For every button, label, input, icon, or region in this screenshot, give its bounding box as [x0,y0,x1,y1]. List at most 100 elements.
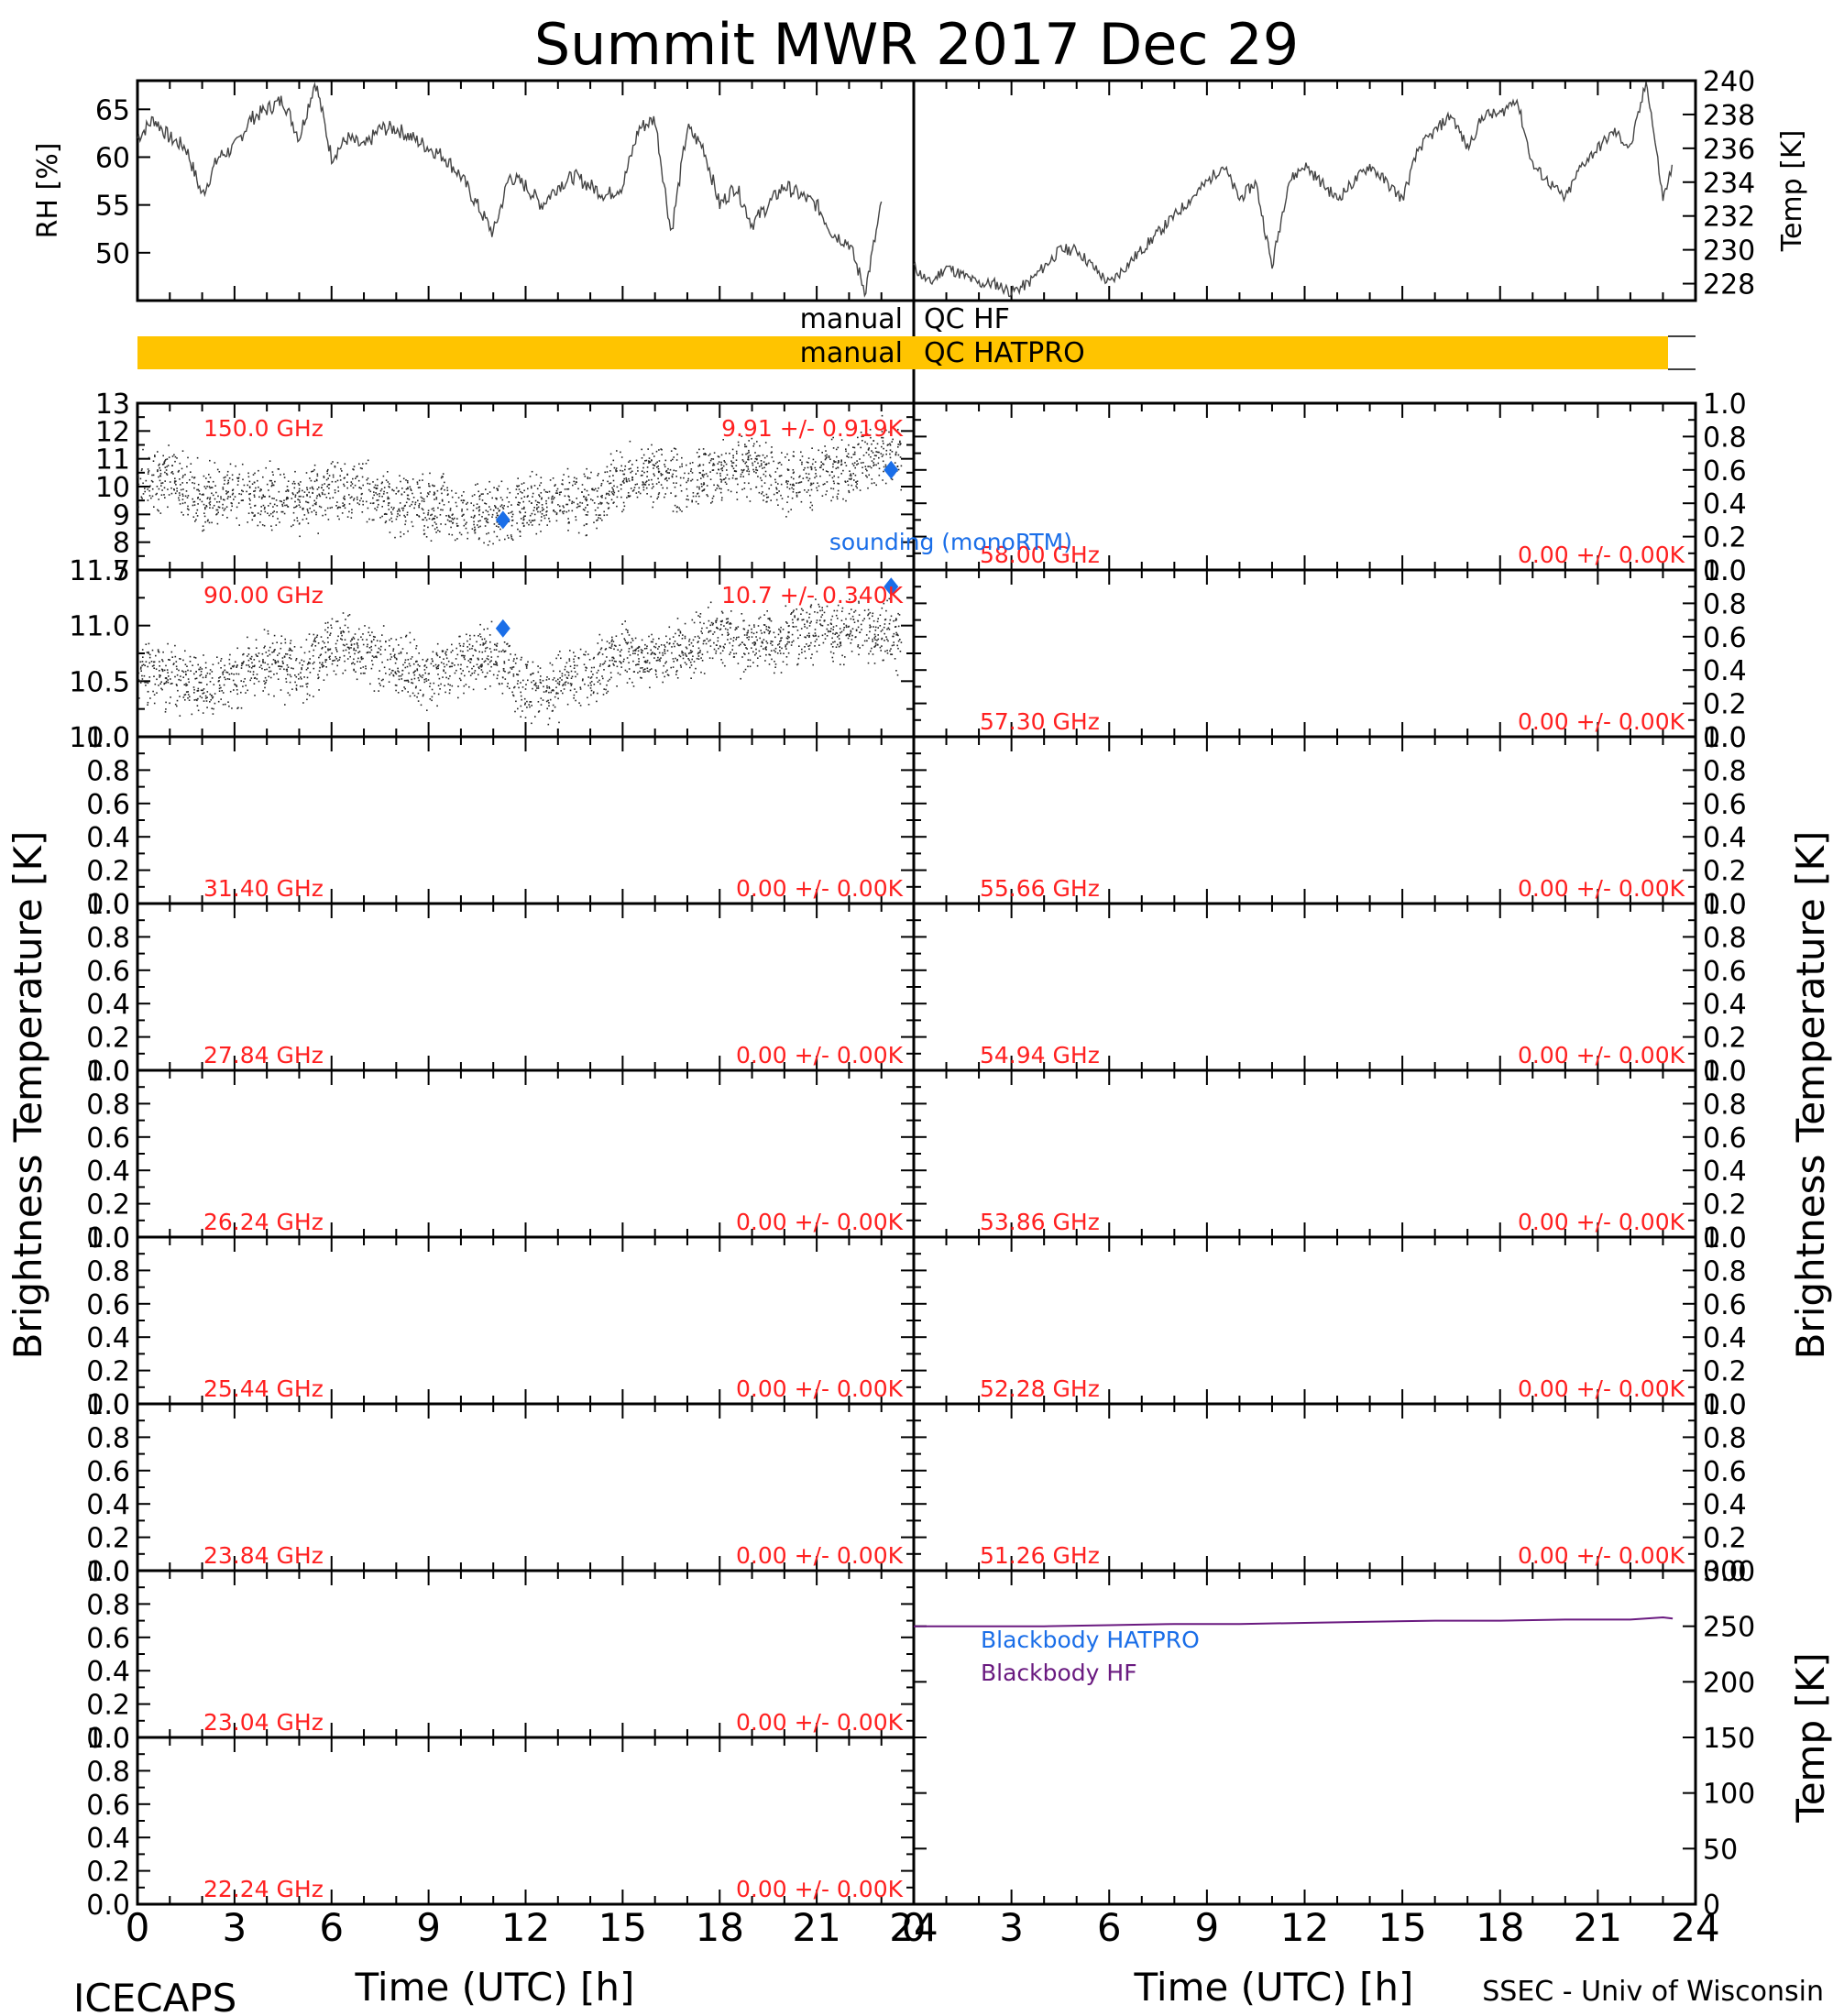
panel-L-1-point [763,624,766,626]
panel-L-0-point [461,509,463,512]
panel-L-0-point [446,487,448,489]
panel-L-0-point [172,473,174,475]
panel-L-0-point [305,518,308,520]
panel-L-1-point [329,634,331,636]
panel-L-0-point [629,495,631,497]
panel-L-0-point [770,484,773,487]
panel-L-0-point [624,468,626,471]
panel-L-0-point [768,488,770,490]
panel-L-0-point [306,487,308,488]
panel-L-0-point [300,481,302,483]
panel-L-0-point [845,448,847,450]
panel-L-0-point [181,493,184,496]
panel-L-0-point [410,488,412,490]
panel-L-0-point [429,490,431,493]
panel-L-0-point [362,503,364,506]
panel-L-1-point [236,689,238,691]
panel-L-0-point [660,484,663,486]
panel-L-0-point [336,515,339,518]
panel-L-0-point [358,487,360,489]
panel-L-0-point [761,485,763,488]
panel-L-1-point [830,619,832,621]
panel-L-1-point [712,622,714,625]
panel-L-0-point [745,461,748,464]
panel-L-1-point [448,692,451,695]
panel-L-0-point [684,472,686,475]
panel-L-1-point [194,657,197,659]
panel-L-1-point [780,637,782,640]
panel-L-0-point [488,480,490,483]
panel-L-0-point [702,489,704,491]
panel-L-0-point [443,504,445,506]
panel-L-0-point [709,453,711,455]
panel-L-1-point [619,651,621,652]
panel-L-0-point [865,475,867,477]
panel-L-1-point [640,649,642,651]
panel-L-0-point [487,493,488,495]
panel-L-0-point [471,528,474,530]
panel-L-0-point [137,477,139,478]
panel-L-0-point [567,530,569,531]
panel-L-0-point [424,517,426,519]
panel-L-0-point [315,478,318,481]
panel-L-0-point [690,468,693,470]
panel-L-1-point [539,679,542,681]
panel-L-0-point [163,462,166,464]
panel-L-0-point [510,516,513,518]
panel-L-0-point [648,460,650,462]
panel-L-0-point [850,478,852,480]
panel-L-1-point [467,660,470,662]
panel-L-1-point [697,635,699,638]
panel-L-1-point [348,646,350,649]
panel-L-0-point [217,495,219,498]
panel-L-1-point [272,659,275,661]
panel-L-0-point [158,465,159,466]
panel-L-1-point [827,630,829,632]
panel-L-0-point [346,474,348,476]
panel-L-0-point [164,480,166,482]
panel-L-0-point [787,510,790,513]
panel-L-0-point [609,476,610,477]
panel-L-0-point [211,492,213,495]
panel-L-0-point [298,504,301,506]
panel-L-0-point [231,502,233,505]
panel-L-1-point [829,651,832,653]
panel-L-0-point [422,497,423,499]
panel-L-0-point [564,488,566,490]
panel-L-1-point [256,647,258,649]
panel-L-0-point [521,483,523,485]
panel-L-0-point [462,499,465,501]
panel-L-0-point [224,479,225,482]
panel-L-0-point [859,489,862,491]
panel-L-1-point [369,652,371,653]
panel-L-0-point [498,526,499,528]
panel-L-1-point [567,672,570,674]
panel-L-1-point [628,668,631,670]
panel-L-0-point [182,488,184,490]
panel-L-0-point [581,484,584,486]
panel-L-1-point [245,692,247,694]
panel-L-1-point [148,651,149,653]
panel-L-1-point [619,644,620,646]
panel-L-1-point [747,630,750,631]
panel-L-1-point [171,656,173,658]
panel-L-0-point [533,519,536,521]
panel-L-1-point [679,630,682,632]
panel-L-0-point [272,474,274,476]
panel-L-0-point [478,496,480,498]
panel-L-0-point [441,499,444,501]
panel-L-1-point [570,670,573,673]
panel-L-0-point [824,483,826,485]
panel-L-0-point [571,500,574,503]
panel-L-1-point [322,666,324,668]
panel-L-1-point [780,640,782,641]
panel-L-0-point [197,488,200,491]
panel-L-1-point [855,629,858,631]
panel-L-0-point [431,508,434,510]
panel-L-1-point [425,660,428,662]
panel-L-0-point [263,508,266,510]
panel-L-0-point [581,502,584,504]
panel-L-1-point [300,685,302,687]
panel-L-1-point [596,676,598,679]
panel-L-1-point [367,643,368,646]
